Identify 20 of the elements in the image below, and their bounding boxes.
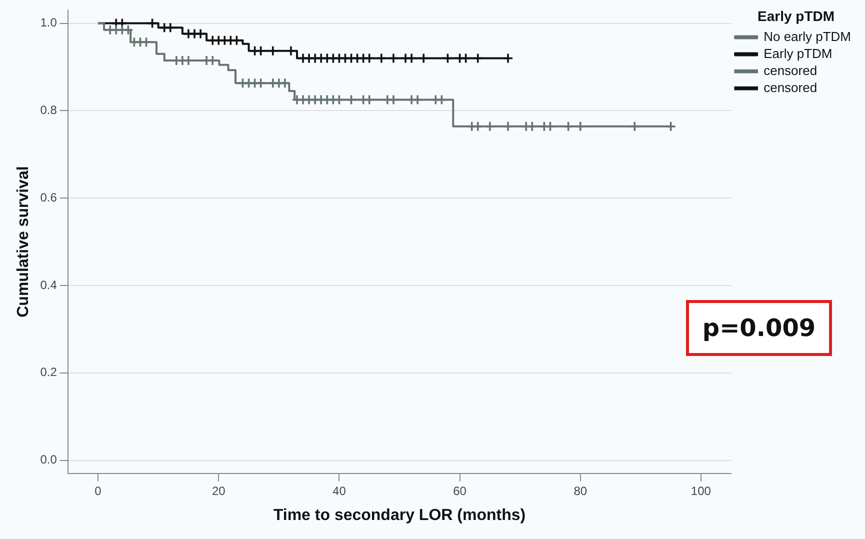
x-tick-label: 0 [94, 484, 102, 498]
legend-label: No early pTDM [764, 28, 852, 44]
y-axis-title: Cumulative survival [15, 166, 32, 318]
x-axis-title: Time to secondary LOR (months) [273, 506, 526, 524]
y-tick-label: 0.6 [40, 190, 58, 204]
y-tick-label: 0.2 [40, 365, 58, 380]
y-tick-label: 0.0 [40, 452, 58, 467]
annotation: p=0.009 [686, 300, 832, 356]
legend-label: censored [764, 80, 818, 95]
legend-label: censored [764, 62, 818, 78]
y-tick-label: 0.8 [40, 103, 58, 118]
y-tick-label: 0.4 [40, 278, 58, 292]
x-tick-label: 40 [332, 484, 346, 498]
x-tick-label: 80 [574, 484, 588, 498]
y-tick-label: 1.0 [40, 16, 58, 30]
legend-title: Early pTDM [758, 8, 835, 24]
x-tick-label: 20 [212, 484, 226, 498]
x-tick-label: 60 [453, 484, 467, 498]
x-tick-label: 100 [690, 484, 712, 498]
legend-label: Early pTDM [764, 46, 832, 61]
